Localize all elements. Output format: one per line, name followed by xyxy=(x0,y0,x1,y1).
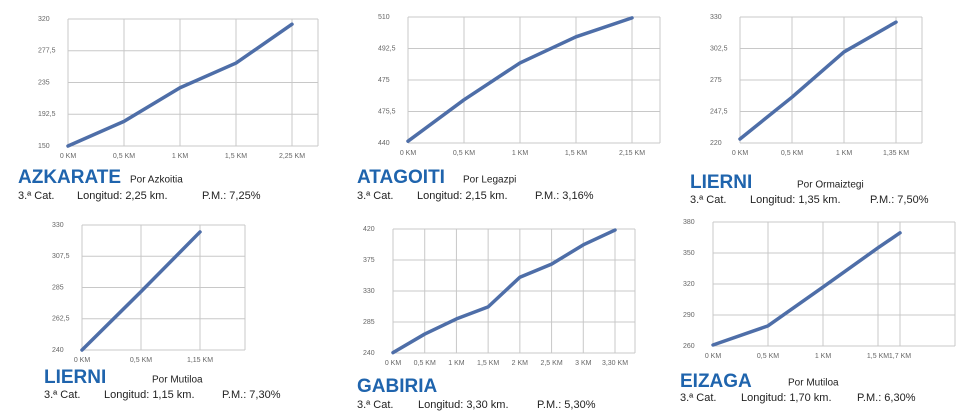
climb-stat: Longitud: 1,70 km. xyxy=(741,392,832,404)
x-tick-label: 3,30 KM xyxy=(602,360,628,367)
y-tick-label: 275 xyxy=(710,77,722,84)
climb-title: ATAGOITI xyxy=(357,167,445,188)
climb-title: EIZAGA xyxy=(680,371,752,392)
x-tick-label: 2,5 KM xyxy=(540,360,562,367)
x-tick-label: 1,7 KM xyxy=(889,353,911,360)
climb-stat: Longitud: 2,15 km. xyxy=(417,190,508,202)
climb-subtitle: Por Legazpi xyxy=(463,175,516,186)
climb-stat: P.M.: 7,25% xyxy=(202,190,261,202)
y-tick-label: 302,5 xyxy=(710,45,728,52)
climb-stat: 3.ª Cat. xyxy=(357,399,393,411)
climb-stat: 3.ª Cat. xyxy=(680,392,716,404)
climb-stat: P.M.: 5,30% xyxy=(537,399,596,411)
elevation-line xyxy=(391,228,617,355)
climb-title: LIERNI xyxy=(44,367,106,388)
x-tick-label: 0 KM xyxy=(60,153,77,160)
climb-stat: Longitud: 2,25 km. xyxy=(77,190,168,202)
y-tick-label: 350 xyxy=(683,250,695,257)
climb-stat: Longitud: 1,15 km. xyxy=(104,389,195,401)
y-tick-label: 277,5 xyxy=(38,48,56,55)
y-tick-label: 220 xyxy=(710,140,722,147)
climb-stat: Longitud: 1,35 km. xyxy=(750,194,841,206)
y-tick-label: 510 xyxy=(378,14,390,21)
x-tick-label: 2 KM xyxy=(512,360,529,367)
climb-subtitle: Por Mutiloa xyxy=(152,375,203,386)
elevation-line xyxy=(80,230,202,352)
y-tick-label: 285 xyxy=(363,319,375,326)
x-tick-label: 1 KM xyxy=(448,360,465,367)
climb-stat: P.M.: 6,30% xyxy=(857,392,916,404)
x-tick-label: 1,5 KM xyxy=(867,353,889,360)
climb-stat: 3.ª Cat. xyxy=(44,389,80,401)
climb-stat: 3.ª Cat. xyxy=(690,194,726,206)
y-tick-label: 260 xyxy=(683,343,695,350)
elevation-line xyxy=(711,231,902,347)
x-tick-label: 1,5 KM xyxy=(225,153,247,160)
y-tick-label: 240 xyxy=(363,350,375,357)
x-tick-label: 0 KM xyxy=(385,360,402,367)
climb-stat: P.M.: 7,50% xyxy=(870,194,929,206)
x-tick-label: 1,5 KM xyxy=(477,360,499,367)
climb-stat: 3.ª Cat. xyxy=(357,190,393,202)
x-tick-label: 0 KM xyxy=(732,150,749,157)
y-tick-label: 290 xyxy=(683,312,695,319)
elevation-line xyxy=(738,20,898,141)
y-tick-label: 330 xyxy=(363,288,375,295)
y-tick-label: 192,5 xyxy=(38,111,56,118)
climb-title: AZKARATE xyxy=(18,167,121,188)
y-tick-label: 380 xyxy=(683,219,695,226)
x-tick-label: 1 KM xyxy=(836,150,853,157)
climb-subtitle: Por Ormaiztegi xyxy=(797,180,864,191)
y-tick-label: 330 xyxy=(52,222,64,229)
x-tick-label: 0,5 KM xyxy=(130,357,152,364)
climb-subtitle: Por Azkoitia xyxy=(130,175,183,186)
climb-stat: P.M.: 3,16% xyxy=(535,190,594,202)
x-tick-label: 0,5 KM xyxy=(757,353,779,360)
y-tick-label: 475,5 xyxy=(378,108,396,115)
climb-stat: Longitud: 3,30 km. xyxy=(418,399,509,411)
y-tick-label: 375 xyxy=(363,257,375,264)
y-tick-label: 475 xyxy=(378,77,390,84)
x-tick-label: 0 KM xyxy=(705,353,722,360)
x-tick-label: 0,5 KM xyxy=(113,153,135,160)
y-tick-label: 235 xyxy=(38,79,50,86)
climb-stat: P.M.: 7,30% xyxy=(222,389,281,401)
x-tick-label: 1,15 KM xyxy=(187,357,213,364)
x-tick-label: 2,15 KM xyxy=(619,150,645,157)
y-tick-label: 285 xyxy=(52,284,64,291)
elevation-line xyxy=(406,16,634,143)
y-tick-label: 247,5 xyxy=(710,108,728,115)
y-tick-label: 440 xyxy=(378,140,390,147)
climb-subtitle: Por Mutiloa xyxy=(788,378,839,389)
y-tick-label: 240 xyxy=(52,347,64,354)
x-tick-label: 0,5 KM xyxy=(781,150,803,157)
climb-title: LIERNI xyxy=(690,172,752,193)
y-tick-label: 320 xyxy=(683,281,695,288)
x-tick-label: 0,5 KM xyxy=(414,360,436,367)
y-tick-label: 307,5 xyxy=(52,253,70,260)
elevation-line xyxy=(66,22,294,148)
x-tick-label: 1 KM xyxy=(815,353,832,360)
climb-title: GABIRIA xyxy=(357,376,438,397)
x-tick-label: 1,35 KM xyxy=(883,150,909,157)
x-tick-label: 0 KM xyxy=(74,357,91,364)
x-tick-label: 1 KM xyxy=(172,153,189,160)
y-tick-label: 492,5 xyxy=(378,45,396,52)
y-tick-label: 420 xyxy=(363,226,375,233)
x-tick-label: 3 KM xyxy=(575,360,592,367)
x-tick-label: 2,25 KM xyxy=(279,153,305,160)
x-tick-label: 1 KM xyxy=(512,150,529,157)
y-tick-label: 150 xyxy=(38,143,50,150)
y-tick-label: 330 xyxy=(710,14,722,21)
y-tick-label: 262,5 xyxy=(52,316,70,323)
y-tick-label: 320 xyxy=(38,16,50,23)
x-tick-label: 1,5 KM xyxy=(565,150,587,157)
x-tick-label: 0,5 KM xyxy=(453,150,475,157)
climb-stat: 3.ª Cat. xyxy=(18,190,54,202)
x-tick-label: 0 KM xyxy=(400,150,417,157)
